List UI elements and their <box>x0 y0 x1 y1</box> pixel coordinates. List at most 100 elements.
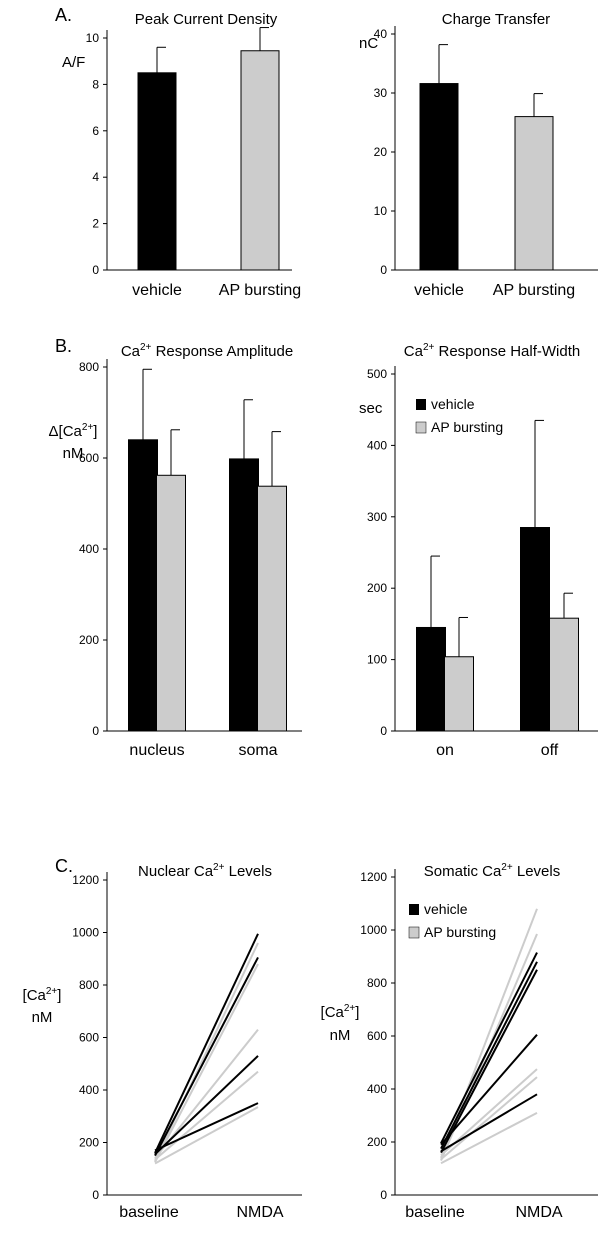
y-tick-label: 400 <box>367 1082 387 1096</box>
y-axis-label-part: [Ca <box>321 1004 345 1021</box>
chart-title-part: Ca <box>121 343 141 360</box>
legend-label-ap-bursting: AP bursting <box>424 924 496 940</box>
y-axis-label-part: 2+ <box>344 1003 356 1014</box>
x-category-label: soma <box>238 742 277 759</box>
y-axis-unit: nM <box>63 445 84 462</box>
bar-ap-bursting <box>257 485 287 732</box>
x-category-label: AP bursting <box>493 282 575 299</box>
line-ap-bursting <box>154 1106 259 1165</box>
y-tick-label: 100 <box>367 653 387 667</box>
y-tick-label: 400 <box>79 542 99 556</box>
y-tick-label: 8 <box>92 77 99 91</box>
line-ap-bursting <box>154 942 259 1162</box>
y-tick-label: 200 <box>79 633 99 647</box>
x-category-label: vehicle <box>414 282 464 299</box>
line-ap-bursting <box>440 1111 538 1165</box>
legend-swatch-vehicle <box>416 399 426 410</box>
legend-label-ap-bursting: AP bursting <box>431 419 503 435</box>
y-axis-label-part: ] <box>93 423 97 440</box>
y-axis <box>391 869 396 1196</box>
y-axis-label-part: ] <box>355 1004 359 1021</box>
y-tick-label: 1000 <box>72 926 99 940</box>
y-tick-label: 0 <box>92 263 99 277</box>
line-vehicle <box>154 956 259 1157</box>
y-axis-label: sec <box>359 400 383 417</box>
y-tick-label: 1200 <box>72 873 99 887</box>
chart-title-part: Response Half-Width <box>434 343 580 360</box>
y-axis-label: nC <box>359 35 378 52</box>
bar-vehicle <box>520 527 550 732</box>
y-axis-label-part: 2+ <box>82 422 94 433</box>
y-axis <box>103 872 108 1196</box>
y-axis <box>103 30 108 271</box>
y-tick-label: 300 <box>367 510 387 524</box>
legend-label-vehicle: vehicle <box>424 901 468 917</box>
legend-swatch-ap-bursting <box>408 926 420 939</box>
bar-ap-bursting <box>549 617 579 732</box>
chart-title-part: Response Amplitude <box>151 343 293 360</box>
y-tick-label: 4 <box>92 170 99 184</box>
y-axis-label-part: 2+ <box>46 986 58 997</box>
y-axis-label: [Ca2+] <box>321 1003 360 1021</box>
bar-ap-bursting <box>444 656 474 732</box>
line-vehicle <box>440 961 538 1150</box>
chart-title: Ca2+ Response Amplitude <box>121 342 293 360</box>
legend-swatch-vehicle <box>409 904 419 915</box>
y-axis <box>391 26 396 271</box>
y-axis-label-part: Δ[Ca <box>49 423 83 440</box>
y-tick-label: 200 <box>367 581 387 595</box>
y-tick-label: 200 <box>79 1136 99 1150</box>
y-tick-label: 30 <box>374 86 388 100</box>
x-category-label: on <box>436 742 454 759</box>
bar-vehicle <box>137 72 177 271</box>
chart-title-part: Nuclear Ca <box>138 863 214 880</box>
y-tick-label: 10 <box>374 204 388 218</box>
line-ap-bursting <box>154 1070 259 1161</box>
chart-title-part: 2+ <box>140 342 152 353</box>
bar-vehicle <box>229 458 259 732</box>
chart-title-part: Levels <box>513 863 561 880</box>
panel-label-b: B. <box>55 336 72 356</box>
x-category-label: baseline <box>405 1204 465 1221</box>
x-category-label: AP bursting <box>219 282 301 299</box>
y-tick-label: 1000 <box>360 923 387 937</box>
panel-label-c: C. <box>55 856 73 876</box>
y-tick-label: 600 <box>79 451 99 465</box>
x-category-label: NMDA <box>515 1204 562 1221</box>
y-axis-unit: nM <box>32 1009 53 1026</box>
chart-title-part: Somatic Ca <box>424 863 502 880</box>
x-category-label: off <box>541 742 559 759</box>
y-axis-unit: nM <box>330 1027 351 1044</box>
y-tick-label: 0 <box>380 724 387 738</box>
y-tick-label: 6 <box>92 124 99 138</box>
y-tick-label: 800 <box>79 978 99 992</box>
chart-title: Peak Current Density <box>135 11 278 28</box>
bar-vehicle <box>128 439 158 732</box>
y-tick-label: 600 <box>79 1031 99 1045</box>
y-tick-label: 400 <box>79 1083 99 1097</box>
chart-title-part: Levels <box>224 863 272 880</box>
bar-vehicle <box>416 626 446 732</box>
legend-label-vehicle: vehicle <box>431 396 475 412</box>
chart-title: Nuclear Ca2+ Levels <box>138 862 272 880</box>
line-vehicle <box>440 1093 538 1153</box>
line-ap-bursting <box>154 963 259 1163</box>
line-vehicle <box>154 1055 259 1156</box>
y-tick-label: 800 <box>367 976 387 990</box>
chart-title-part: 2+ <box>213 862 225 873</box>
y-axis-label: [Ca2+] <box>23 986 62 1004</box>
chart-title: Somatic Ca2+ Levels <box>424 862 560 880</box>
bar-vehicle <box>419 83 459 271</box>
line-vehicle <box>154 1102 259 1152</box>
x-category-label: nucleus <box>129 742 184 759</box>
y-tick-label: 0 <box>92 724 99 738</box>
y-axis-label-part: [Ca <box>23 987 47 1004</box>
panel-label-a: A. <box>55 5 72 25</box>
y-tick-label: 200 <box>367 1135 387 1149</box>
line-vehicle <box>154 933 259 1154</box>
y-axis-label: A/F <box>62 54 85 71</box>
y-tick-label: 0 <box>380 263 387 277</box>
line-vehicle <box>440 952 538 1144</box>
y-tick-label: 1200 <box>360 870 387 884</box>
